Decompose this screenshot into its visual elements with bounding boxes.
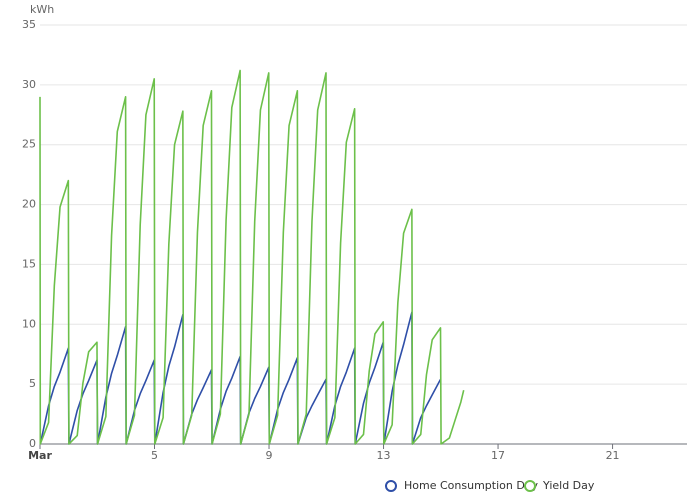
legend-marker — [524, 480, 536, 492]
y-tick-label: 0 — [29, 437, 36, 450]
y-unit: kWh — [30, 3, 54, 16]
x-tick-label: 21 — [606, 449, 620, 462]
x-tick-label: 9 — [266, 449, 273, 462]
y-tick-label: 30 — [22, 78, 36, 91]
y-tick-label: 35 — [22, 18, 36, 31]
x-tick-label: 5 — [151, 449, 158, 462]
x-tick-label: 17 — [491, 449, 505, 462]
y-tick-label: 5 — [29, 377, 36, 390]
legend-label: Home Consumption Day — [404, 479, 539, 492]
x-tick-label: 13 — [377, 449, 391, 462]
y-tick-label: 10 — [22, 317, 36, 330]
legend-label: Yield Day — [542, 479, 595, 492]
y-tick-label: 25 — [22, 138, 36, 151]
y-tick-label: 15 — [22, 257, 36, 270]
y-tick-label: 20 — [22, 198, 36, 211]
series-line — [39, 69, 465, 445]
x-tick-label: Mar — [28, 449, 52, 462]
legend-marker — [385, 480, 397, 492]
